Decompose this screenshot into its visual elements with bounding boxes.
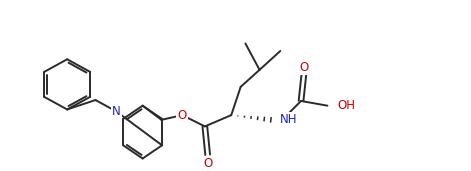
Text: OH: OH bbox=[337, 99, 355, 112]
Text: O: O bbox=[203, 157, 212, 170]
Text: O: O bbox=[299, 61, 309, 74]
Text: N: N bbox=[112, 105, 121, 118]
Text: O: O bbox=[178, 109, 187, 122]
Text: NH: NH bbox=[280, 113, 298, 126]
